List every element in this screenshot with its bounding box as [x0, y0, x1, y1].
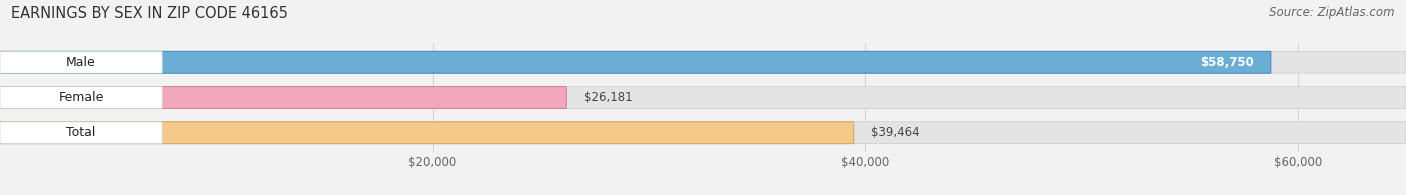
FancyBboxPatch shape: [0, 51, 1271, 73]
FancyBboxPatch shape: [0, 87, 1406, 108]
Text: Male: Male: [66, 56, 96, 69]
FancyBboxPatch shape: [0, 122, 162, 144]
Text: $39,464: $39,464: [870, 126, 920, 139]
FancyBboxPatch shape: [0, 122, 1406, 144]
Text: Total: Total: [66, 126, 96, 139]
Text: Female: Female: [59, 91, 104, 104]
Text: $26,181: $26,181: [583, 91, 633, 104]
Text: EARNINGS BY SEX IN ZIP CODE 46165: EARNINGS BY SEX IN ZIP CODE 46165: [11, 6, 288, 21]
Text: $58,750: $58,750: [1199, 56, 1254, 69]
Text: Source: ZipAtlas.com: Source: ZipAtlas.com: [1270, 6, 1395, 19]
FancyBboxPatch shape: [0, 87, 162, 108]
FancyBboxPatch shape: [0, 51, 1406, 73]
FancyBboxPatch shape: [0, 87, 567, 108]
FancyBboxPatch shape: [0, 122, 853, 144]
FancyBboxPatch shape: [0, 51, 162, 73]
